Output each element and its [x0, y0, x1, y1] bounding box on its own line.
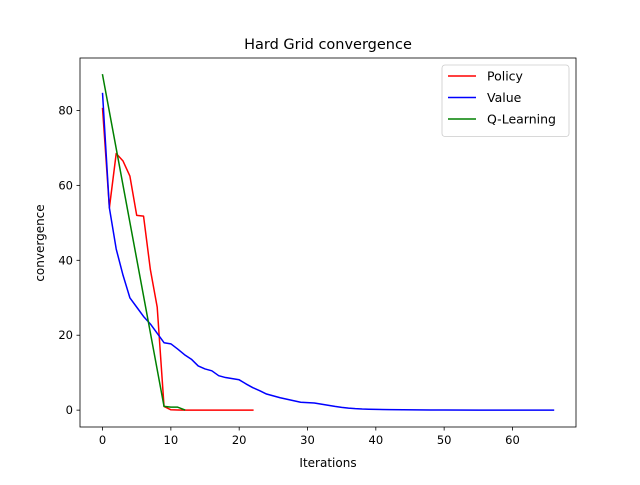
x-tick-label: 40 — [369, 433, 384, 447]
series-line-q-learning — [101, 73, 186, 411]
x-tick-label: 30 — [300, 433, 315, 447]
y-tick-label: 40 — [58, 253, 73, 267]
x-tick-label: 50 — [437, 433, 452, 447]
x-axis-label: Iterations — [299, 456, 356, 470]
series-line-value — [101, 92, 555, 411]
legend-label-q-learning: Q-Learning — [487, 112, 556, 127]
x-tick-label: 0 — [99, 433, 106, 447]
y-tick-label: 60 — [58, 178, 73, 192]
plot-area: 0 10 20 30 40 50 60 0 20 40 60 80 Policy Value Q-Learn… — [58, 57, 577, 447]
series-line-policy — [101, 107, 254, 411]
legend-label-value: Value — [487, 90, 522, 105]
y-tick-label: 80 — [58, 103, 73, 117]
x-tick-label: 60 — [505, 433, 520, 447]
y-tick-label: 0 — [66, 403, 73, 417]
y-tick-label: 20 — [58, 328, 73, 342]
x-tick-label: 20 — [232, 433, 247, 447]
x-tick-label: 10 — [164, 433, 179, 447]
axes-frame — [79, 57, 577, 428]
y-axis-label: convergence — [33, 204, 47, 281]
chart-title: Hard Grid convergence — [244, 37, 412, 53]
legend-label-policy: Policy — [487, 69, 524, 84]
